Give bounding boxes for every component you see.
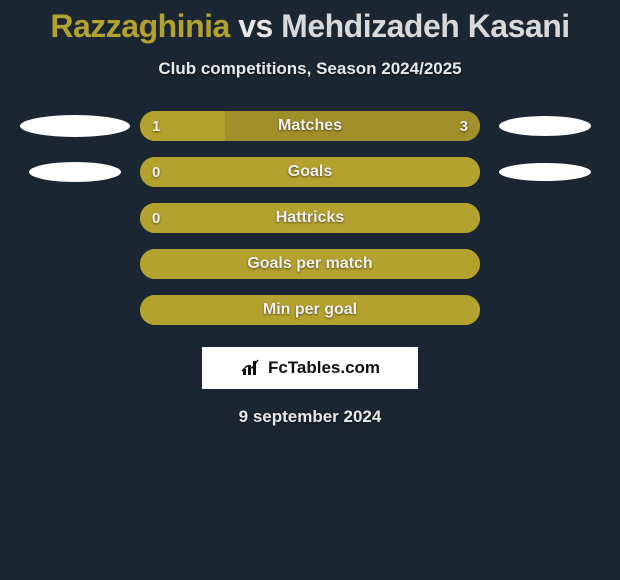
stat-row: 1 3 Matches bbox=[0, 111, 620, 141]
watermark-text: FcTables.com bbox=[268, 358, 380, 378]
stat-bar: Min per goal bbox=[140, 295, 480, 325]
watermark: FcTables.com bbox=[202, 347, 418, 389]
stat-label: Matches bbox=[278, 117, 342, 135]
left-side bbox=[10, 162, 140, 182]
stat-label: Goals bbox=[288, 163, 332, 181]
stat-row: 0 Goals bbox=[0, 157, 620, 187]
stat-bar: 1 3 Matches bbox=[140, 111, 480, 141]
right-side bbox=[480, 116, 610, 136]
avatar-placeholder bbox=[499, 163, 591, 181]
stat-label: Hattricks bbox=[276, 209, 344, 227]
value-right: 3 bbox=[460, 118, 468, 135]
stat-bar: Goals per match bbox=[140, 249, 480, 279]
right-side bbox=[480, 163, 610, 181]
avatar-placeholder bbox=[29, 162, 121, 182]
stat-row: Min per goal bbox=[0, 295, 620, 325]
stat-row: 0 Hattricks bbox=[0, 203, 620, 233]
stat-bar: 0 Goals bbox=[140, 157, 480, 187]
stat-label: Min per goal bbox=[263, 301, 357, 319]
subtitle: Club competitions, Season 2024/2025 bbox=[0, 59, 620, 79]
value-left: 0 bbox=[152, 210, 160, 227]
stat-bar: 0 Hattricks bbox=[140, 203, 480, 233]
date: 9 september 2024 bbox=[0, 407, 620, 427]
value-left: 0 bbox=[152, 164, 160, 181]
player1-name: Razzaghinia bbox=[50, 8, 229, 44]
comparison-title: Razzaghinia vs Mehdizadeh Kasani bbox=[0, 0, 620, 45]
stat-label: Goals per match bbox=[247, 255, 372, 273]
stat-row: Goals per match bbox=[0, 249, 620, 279]
vs-separator: vs bbox=[238, 8, 273, 44]
avatar-placeholder bbox=[20, 115, 130, 137]
avatar-placeholder bbox=[499, 116, 591, 136]
fill-right bbox=[225, 111, 480, 141]
left-side bbox=[10, 115, 140, 137]
stats-rows: 1 3 Matches 0 Goals 0 Hattricks Goals per match… bbox=[0, 111, 620, 325]
player2-name: Mehdizadeh Kasani bbox=[281, 8, 569, 44]
value-left: 1 bbox=[152, 118, 160, 135]
chart-icon bbox=[240, 359, 262, 377]
